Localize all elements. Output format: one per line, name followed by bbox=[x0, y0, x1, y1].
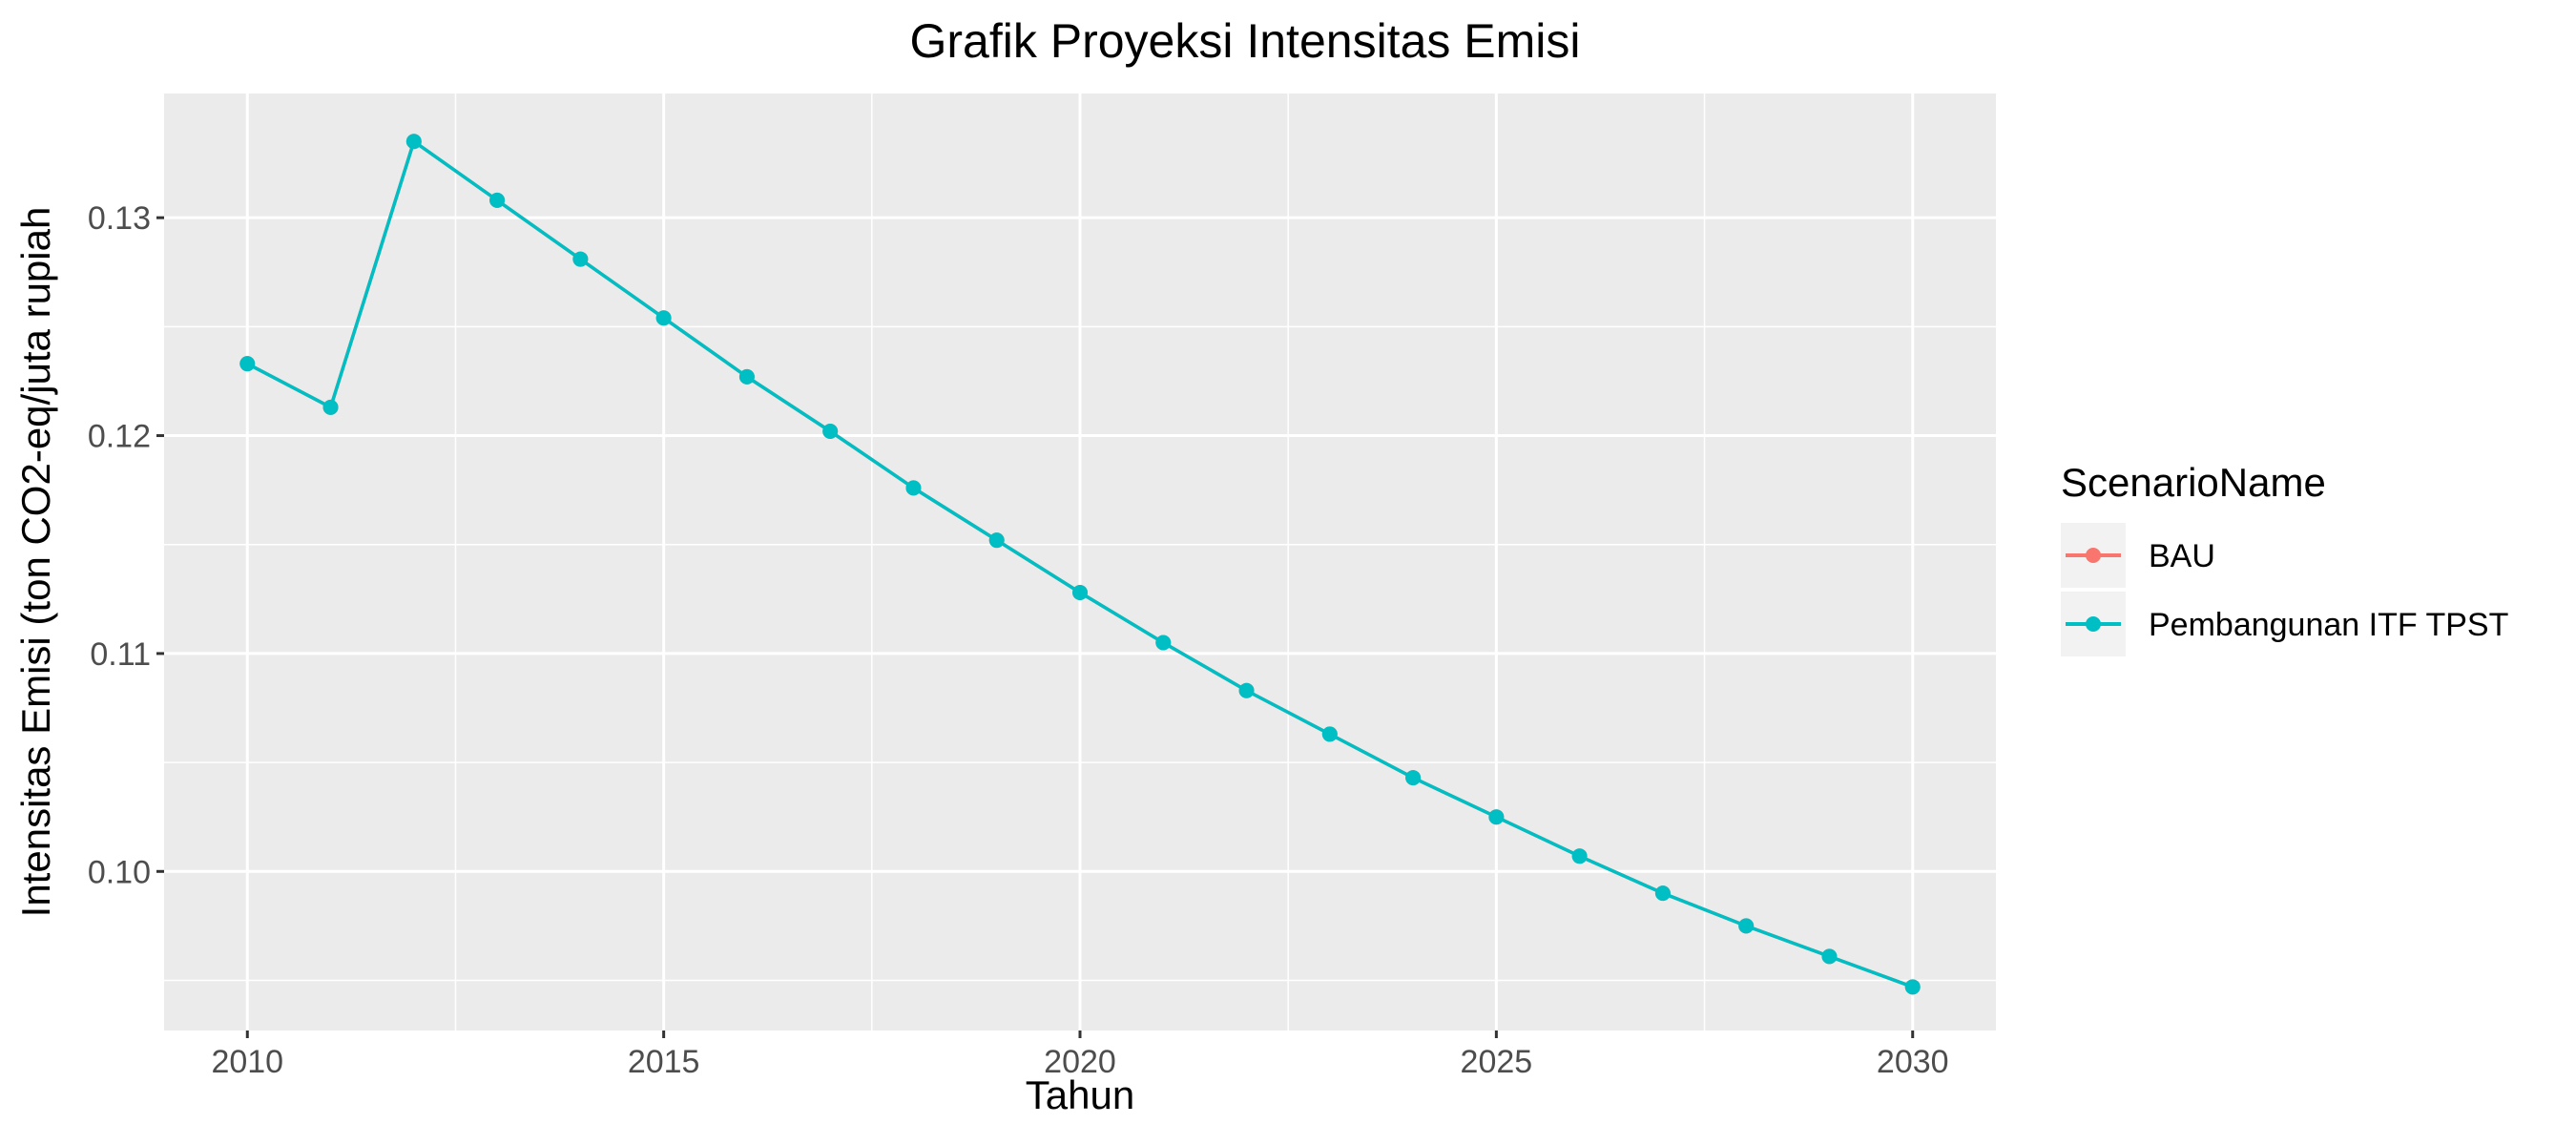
y-tick-label: 0.13 bbox=[88, 200, 151, 237]
data-point-pembangunan-itf-tpst bbox=[322, 399, 339, 415]
data-point-pembangunan-itf-tpst bbox=[905, 480, 922, 496]
data-point-pembangunan-itf-tpst bbox=[738, 368, 755, 385]
data-point-pembangunan-itf-tpst bbox=[405, 134, 422, 150]
legend-point-bau bbox=[2086, 548, 2101, 563]
x-axis: 2010 2015 2020 2025 2030 bbox=[211, 1030, 1949, 1080]
legend-item-pembangunan-itf-tpst: Pembangunan ITF TPST bbox=[2061, 592, 2508, 656]
data-point-pembangunan-itf-tpst bbox=[1904, 979, 1921, 995]
x-tick-label: 2025 bbox=[1461, 1044, 1533, 1080]
data-point-pembangunan-itf-tpst bbox=[1238, 682, 1255, 698]
x-tick-label: 2030 bbox=[1877, 1044, 1949, 1080]
legend-point-pembangunan-itf-tpst bbox=[2086, 616, 2101, 632]
grid-major bbox=[164, 94, 1996, 1030]
data-point-pembangunan-itf-tpst bbox=[988, 532, 1005, 549]
data-point-pembangunan-itf-tpst bbox=[1072, 584, 1088, 600]
y-tick-label: 0.11 bbox=[90, 636, 151, 673]
series-layer bbox=[239, 134, 1921, 995]
data-point-pembangunan-itf-tpst bbox=[1321, 726, 1338, 742]
legend-title: ScenarioName bbox=[2061, 460, 2326, 505]
data-point-pembangunan-itf-tpst bbox=[1654, 885, 1671, 902]
data-point-pembangunan-itf-tpst bbox=[822, 423, 839, 439]
data-point-pembangunan-itf-tpst bbox=[572, 251, 589, 267]
y-tick-label: 0.10 bbox=[88, 854, 151, 890]
x-tick-label: 2010 bbox=[211, 1044, 283, 1080]
legend-item-bau: BAU bbox=[2061, 523, 2215, 588]
legend-label-bau: BAU bbox=[2149, 538, 2215, 574]
data-point-pembangunan-itf-tpst bbox=[1155, 635, 1172, 651]
x-tick-label: 2020 bbox=[1044, 1044, 1116, 1080]
data-point-pembangunan-itf-tpst bbox=[1488, 809, 1505, 825]
data-point-pembangunan-itf-tpst bbox=[655, 310, 672, 326]
y-tick-label: 0.12 bbox=[88, 419, 151, 455]
data-point-pembangunan-itf-tpst bbox=[1821, 948, 1838, 965]
legend: ScenarioName BAU Pembangunan ITF TPST bbox=[2061, 460, 2508, 656]
data-point-pembangunan-itf-tpst bbox=[489, 192, 506, 208]
legend-label-pembangunan-itf-tpst: Pembangunan ITF TPST bbox=[2149, 607, 2508, 643]
x-axis-title: Tahun bbox=[1026, 1072, 1134, 1117]
x-tick-label: 2015 bbox=[628, 1044, 700, 1080]
data-point-pembangunan-itf-tpst bbox=[1571, 848, 1588, 864]
data-point-pembangunan-itf-tpst bbox=[239, 356, 256, 372]
y-axis-title: Intensitas Emisi (ton CO2-eq/juta rupiah bbox=[13, 207, 58, 918]
y-axis: 0.10 0.11 0.12 0.13 bbox=[88, 200, 164, 890]
data-point-pembangunan-itf-tpst bbox=[1738, 918, 1755, 934]
data-point-pembangunan-itf-tpst bbox=[1405, 770, 1422, 786]
chart-title: Grafik Proyeksi Intensitas Emisi bbox=[910, 14, 1581, 68]
